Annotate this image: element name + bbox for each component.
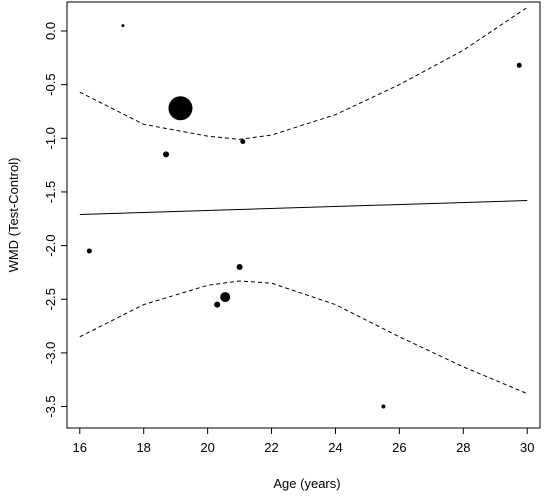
y-axis-label: WMD (Test-Control) xyxy=(6,158,21,273)
y-tick-label: 0.0 xyxy=(43,22,58,40)
y-tick-label: -1.5 xyxy=(43,181,58,203)
x-tick-label: 26 xyxy=(392,440,406,455)
point xyxy=(86,248,92,254)
x-tick-label: 22 xyxy=(264,440,278,455)
x-tick-label: 28 xyxy=(456,440,470,455)
point xyxy=(516,62,522,68)
x-tick-label: 20 xyxy=(200,440,214,455)
y-tick-label: -1.0 xyxy=(43,127,58,149)
point xyxy=(214,301,221,308)
plot-box xyxy=(66,1,541,429)
x-tick-label: 30 xyxy=(520,440,534,455)
plot-area xyxy=(79,6,528,409)
upper-band xyxy=(79,6,528,140)
x-axis-label: Age (years) xyxy=(273,476,340,491)
point xyxy=(220,292,231,303)
point xyxy=(240,138,246,144)
point xyxy=(236,264,243,271)
y-tick-label: -2.0 xyxy=(43,234,58,256)
x-tick-label: 16 xyxy=(73,440,87,455)
point xyxy=(381,404,386,409)
lower-band xyxy=(79,280,528,395)
fit-line xyxy=(79,200,528,215)
y-tick-label: -3.0 xyxy=(43,342,58,364)
x-tick-label: 24 xyxy=(328,440,342,455)
x-tick-label: 18 xyxy=(136,440,150,455)
point xyxy=(168,96,193,121)
y-tick-label: -0.5 xyxy=(43,73,58,95)
point xyxy=(163,151,170,158)
y-tick-label: -3.5 xyxy=(43,395,58,417)
y-tick-label: -2.5 xyxy=(43,288,58,310)
point xyxy=(121,24,125,28)
